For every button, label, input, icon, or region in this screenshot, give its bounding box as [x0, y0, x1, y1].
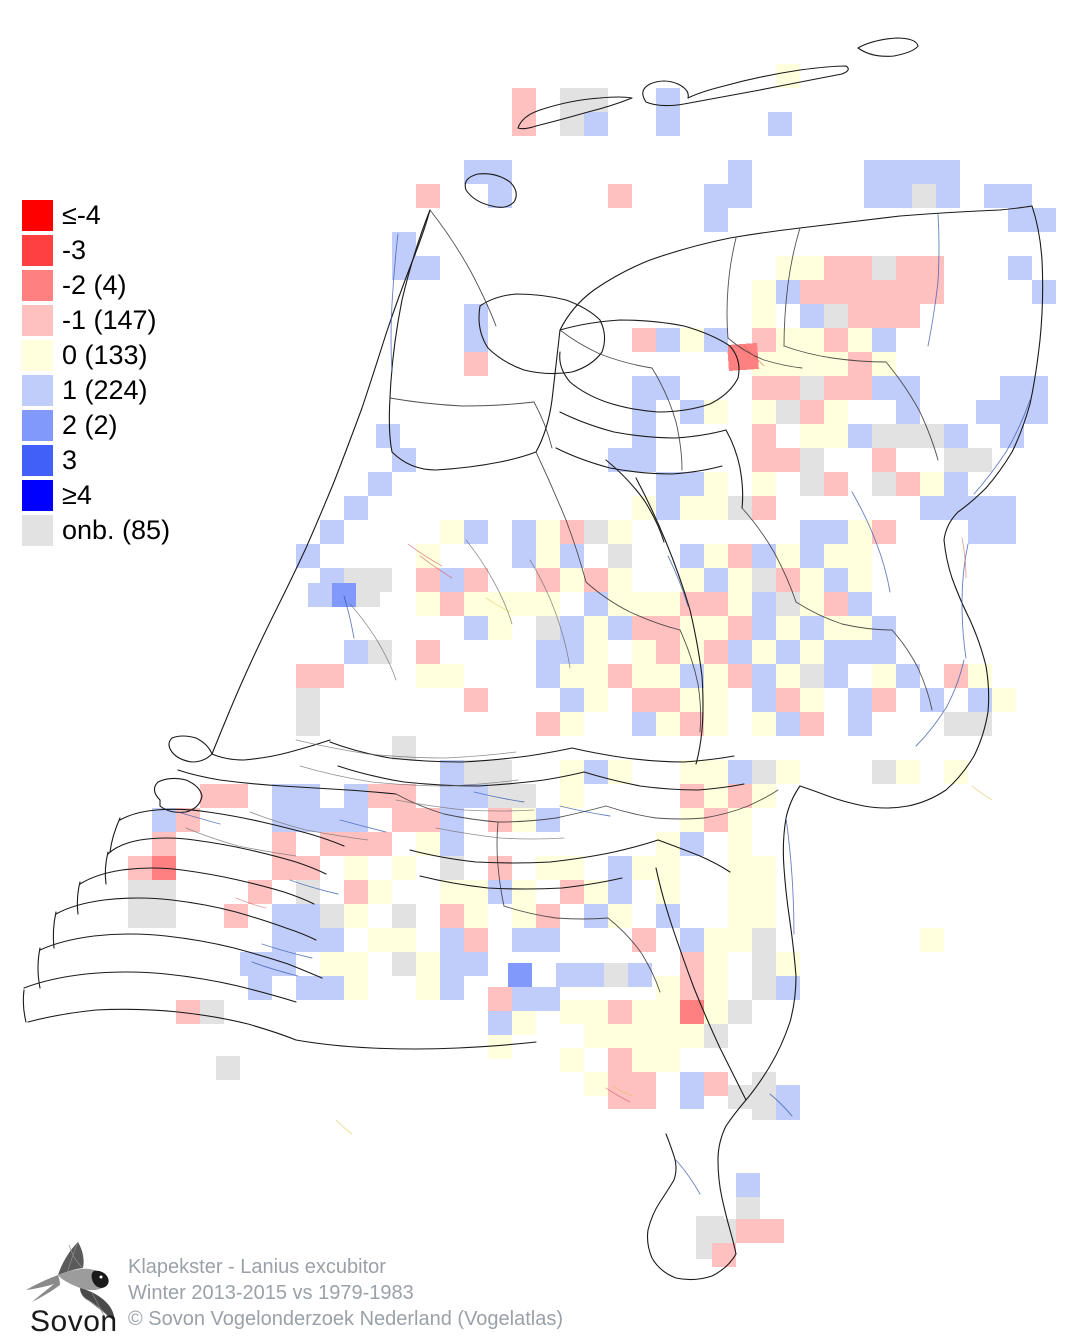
legend-item-minus1[interactable]: -1 (147)	[22, 303, 170, 338]
legend-label-plus1: 1 (224)	[62, 375, 148, 405]
legend-swatch-plus3	[22, 445, 53, 476]
legend-swatch-plus2	[22, 410, 53, 441]
legend-item-unknown[interactable]: onb. (85)	[22, 513, 170, 548]
legend-item-plus3[interactable]: 3	[22, 443, 170, 478]
legend-label-zero: 0 (133)	[62, 340, 148, 370]
legend-item-plus2[interactable]: 2 (2)	[22, 408, 170, 443]
legend-swatch-minus1	[22, 305, 53, 336]
legend-swatch-ge-plus4	[22, 480, 53, 511]
legend-swatch-le-minus4	[22, 200, 53, 231]
legend-label-ge-plus4: ≥4	[62, 480, 92, 510]
map-grid-cells	[128, 64, 1056, 1267]
legend-item-minus3[interactable]: -3	[22, 233, 170, 268]
legend-item-le-minus4[interactable]: ≤-4	[22, 198, 170, 233]
sovon-logo: Sovon	[20, 1236, 124, 1336]
figure-footer: Sovon Klapekster - Lanius excubitor Wint…	[0, 1234, 1074, 1340]
sovon-wordmark: Sovon	[30, 1305, 118, 1336]
legend-swatch-zero	[22, 340, 53, 371]
legend-label-minus3: -3	[62, 235, 87, 265]
legend-item-zero[interactable]: 0 (133)	[22, 338, 170, 373]
legend-label-le-minus4: ≤-4	[62, 200, 101, 230]
caption-period: Winter 2013-2015 vs 1979-1983	[128, 1282, 414, 1304]
map-legend: ≤-4 -3 -2 (4) -1 (147) 0 (133) 1 (224) 2…	[22, 198, 170, 548]
legend-swatch-minus2	[22, 270, 53, 301]
legend-label-minus1: -1 (147)	[62, 305, 157, 335]
caption-species: Klapekster - Lanius excubitor	[128, 1256, 386, 1278]
legend-label-minus2: -2 (4)	[62, 270, 127, 300]
figure-caption: Klapekster - Lanius excubitor Winter 201…	[128, 1254, 563, 1332]
legend-label-unknown: onb. (85)	[62, 515, 171, 545]
legend-label-plus2: 2 (2)	[62, 410, 118, 440]
legend-swatch-minus3	[22, 235, 53, 266]
swallow-bird-icon	[26, 1241, 115, 1321]
legend-item-minus2[interactable]: -2 (4)	[22, 268, 170, 303]
caption-copyright: © Sovon Vogelonderzoek Nederland (Vogela…	[128, 1308, 564, 1330]
legend-label-plus3: 3	[62, 445, 78, 475]
legend-swatch-unknown	[22, 515, 53, 546]
legend-item-plus1[interactable]: 1 (224)	[22, 373, 170, 408]
legend-swatch-plus1	[22, 375, 53, 406]
legend-item-ge-plus4[interactable]: ≥4	[22, 478, 170, 513]
